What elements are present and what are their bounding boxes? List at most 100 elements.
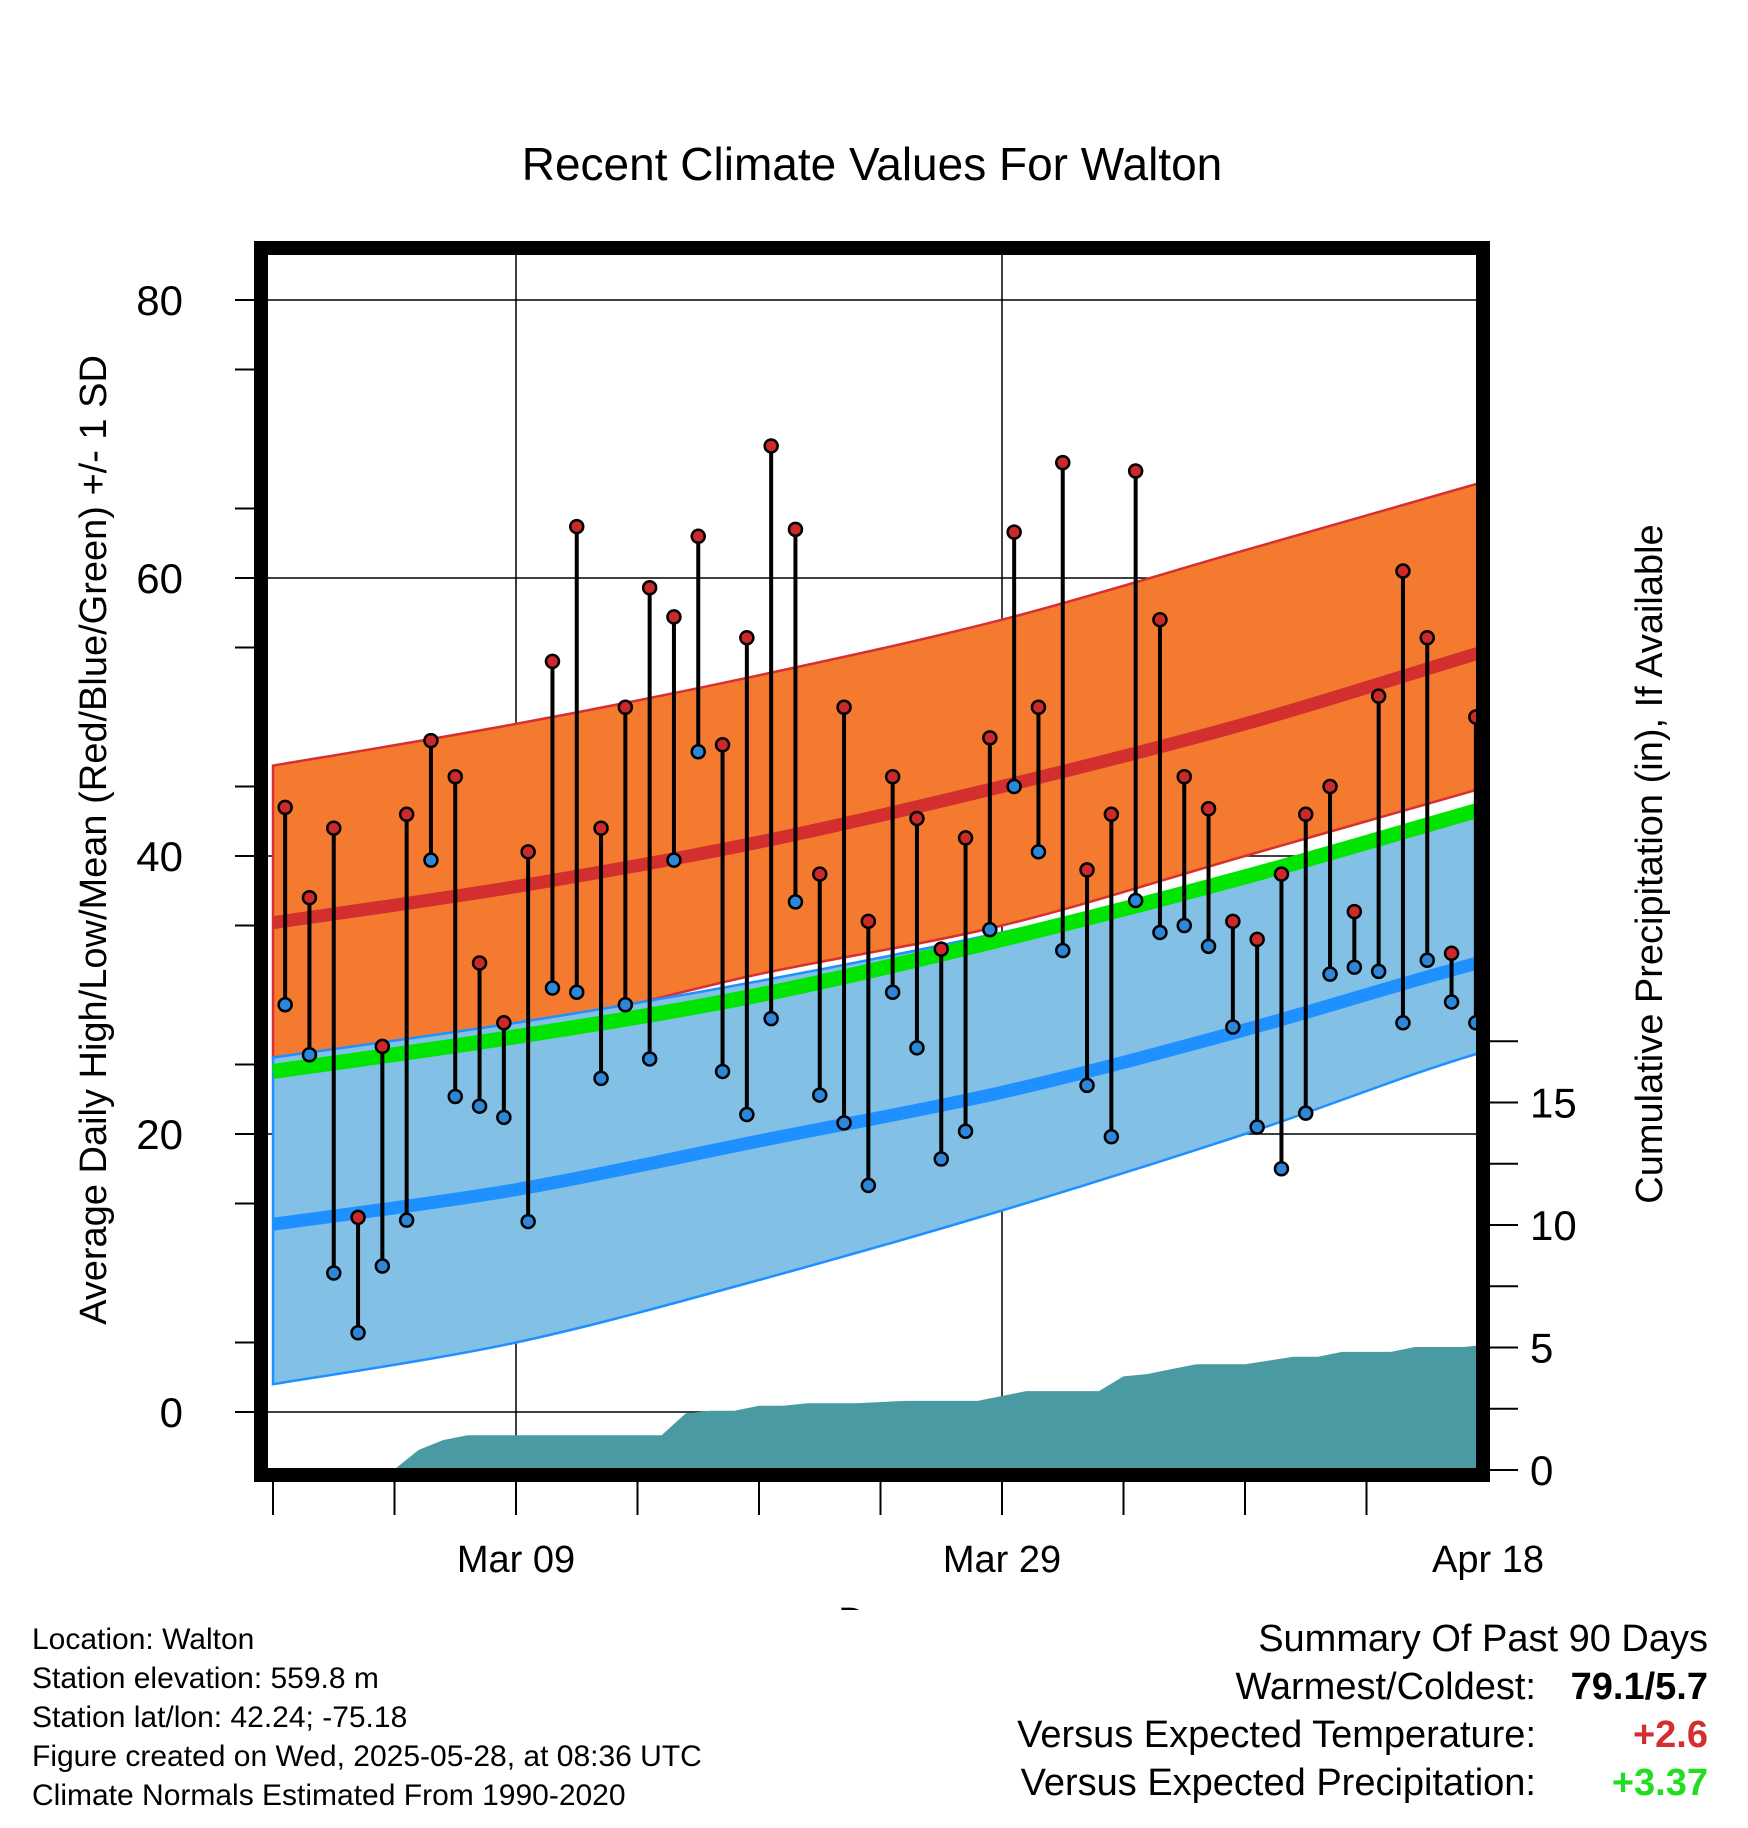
daily-high-point — [933, 941, 949, 957]
daily-low-point — [1346, 959, 1363, 975]
daily-low-point — [1030, 844, 1047, 860]
daily-low-point — [617, 996, 634, 1013]
daily-bars — [277, 356, 1748, 1341]
daily-high-point — [884, 769, 901, 785]
daily-high-point — [812, 866, 828, 882]
daily-low-point — [812, 1087, 828, 1103]
daily-high-point — [1079, 862, 1095, 878]
daily-high-point — [496, 1015, 512, 1031]
daily-high-point — [1006, 524, 1022, 540]
chart-title: Recent Climate Values For Walton — [522, 138, 1223, 190]
daily-high-point — [1225, 913, 1241, 930]
daily-low-point — [1542, 1007, 1555, 1020]
x-tick-label: Mar 29 — [943, 1539, 1061, 1581]
daily-high-point — [1468, 709, 1477, 725]
daily-high-point — [763, 438, 779, 454]
daily-low-point — [1055, 942, 1071, 959]
daily-low-point — [1494, 1079, 1507, 1092]
daily-high-point — [1591, 495, 1604, 508]
daily-high-point — [301, 889, 318, 906]
daily-low-point — [909, 1040, 925, 1056]
y-axis-left: 0 20 40 60 80 — [136, 277, 267, 1436]
daily-low-point — [593, 1070, 609, 1087]
daily-high-point — [690, 528, 706, 545]
daily-low-point — [763, 1010, 779, 1027]
y-tick-label: 40 — [136, 833, 183, 880]
daily-high-point — [617, 699, 634, 716]
daily-high-point — [1443, 945, 1460, 962]
daily-high-point — [1639, 356, 1652, 369]
daily-low-point — [544, 980, 561, 996]
daily-high-point — [1494, 478, 1507, 491]
elevation-text: Station elevation: 559.8 m — [32, 1662, 379, 1695]
daily-high-point — [1030, 699, 1047, 716]
daily-low-point — [1370, 963, 1387, 980]
daily-high-point — [957, 830, 974, 846]
daily-high-point — [1712, 687, 1725, 700]
daily-high-point — [1249, 931, 1265, 948]
daily-low-point — [1615, 912, 1628, 925]
daily-high-point — [1346, 903, 1363, 920]
daily-low-point — [423, 852, 439, 868]
daily-low-point — [1518, 683, 1531, 696]
warmest-value: 79.1/5.7 — [1570, 1666, 1708, 1708]
daily-high-point — [982, 730, 998, 746]
daily-low-point — [1419, 952, 1435, 968]
daily-high-point — [1298, 806, 1314, 823]
y2-tick-label: 15 — [1530, 1080, 1577, 1127]
high-sd-band — [271, 482, 1477, 1059]
daily-low-point — [520, 1213, 536, 1230]
daily-high-point — [1615, 498, 1628, 511]
daily-low-point — [1103, 1129, 1120, 1145]
mean-normal-line — [271, 802, 1477, 1079]
daily-low-point — [1200, 938, 1217, 955]
daily-high-point — [326, 820, 342, 836]
precip-value: +3.37 — [1611, 1762, 1708, 1804]
daily-low-point — [739, 1106, 755, 1123]
daily-low-point — [1225, 1019, 1241, 1035]
temp-value: +2.6 — [1632, 1714, 1708, 1756]
daily-high-point — [836, 699, 852, 716]
daily-low-point — [1079, 1077, 1095, 1094]
daily-low-point — [1249, 1119, 1265, 1135]
daily-low-point — [1737, 970, 1748, 983]
daily-low-point — [471, 1098, 488, 1114]
daily-high-point — [569, 518, 585, 535]
y-tick-label: 60 — [136, 555, 183, 602]
daily-low-point — [447, 1088, 463, 1105]
low-normal-line — [272, 956, 1477, 1231]
daily-low-point — [641, 1051, 658, 1067]
summary-title: Summary Of Past 90 Days — [1258, 1618, 1708, 1660]
daily-high-point — [374, 1038, 391, 1055]
daily-low-point — [1298, 1105, 1314, 1121]
daily-low-point — [277, 996, 293, 1013]
daily-low-point — [1127, 892, 1144, 909]
daily-low-point — [496, 1109, 512, 1126]
daily-low-point — [1443, 994, 1460, 1010]
daily-high-point — [1176, 769, 1192, 785]
daily-high-point — [471, 955, 488, 971]
daily-high-point — [1419, 630, 1435, 646]
daily-high-point — [423, 732, 439, 749]
daily-high-point — [1103, 806, 1120, 823]
created-text: Figure created on Wed, 2025-05-28, at 08… — [32, 1740, 702, 1773]
daily-high-point — [520, 844, 536, 860]
daily-high-point — [1567, 578, 1580, 591]
daily-high-point — [1395, 563, 1411, 579]
daily-high-point — [787, 521, 804, 538]
x-tick-label: Mar 09 — [457, 1539, 575, 1581]
daily-high-point — [1664, 377, 1677, 390]
daily-high-point — [544, 653, 561, 670]
daily-low-point — [1273, 1161, 1290, 1177]
daily-low-point — [714, 1063, 731, 1080]
daily-high-point — [593, 820, 609, 836]
daily-low-point — [957, 1123, 974, 1139]
high-normal-line — [272, 646, 1477, 930]
daily-high-point — [1200, 800, 1217, 817]
temp-label: Versus Expected Temperature: — [1017, 1714, 1536, 1756]
daily-low-point — [884, 984, 901, 1000]
y-axis-right: 0 5 10 15 — [1485, 1040, 1577, 1494]
